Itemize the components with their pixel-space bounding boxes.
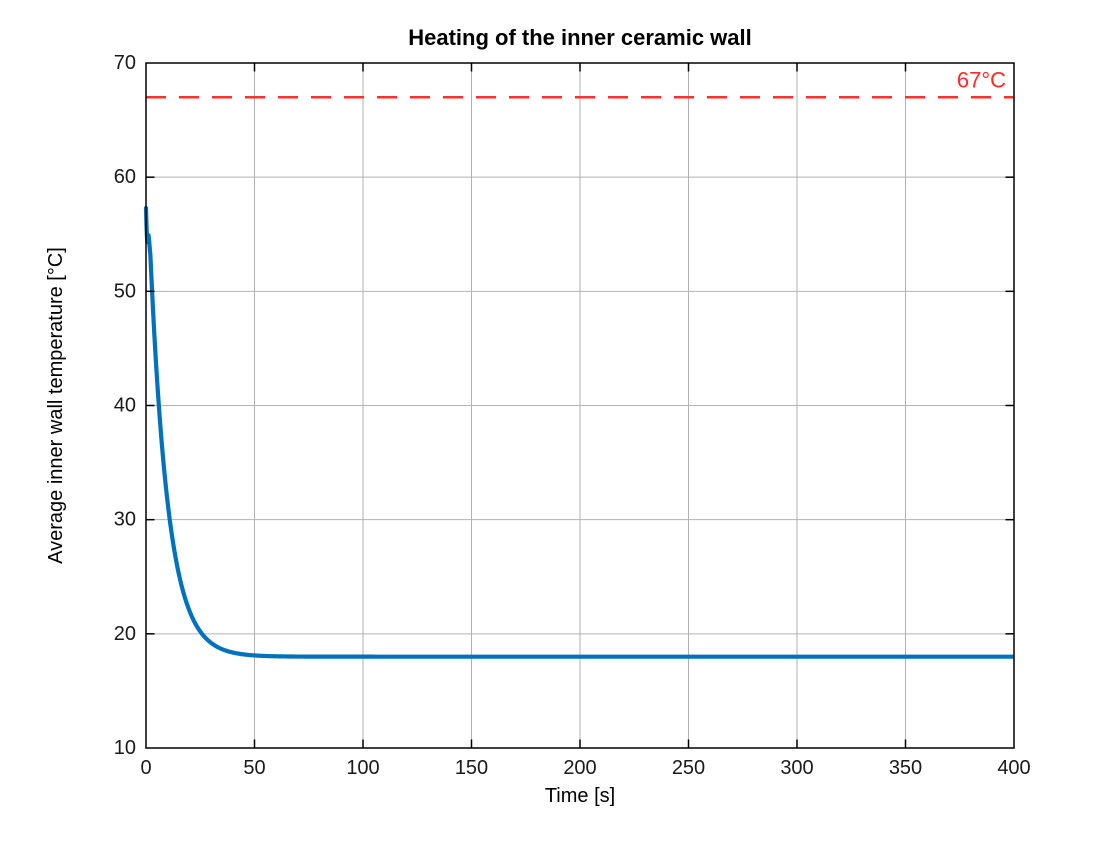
svg-text:250: 250 <box>672 757 705 779</box>
svg-text:60: 60 <box>114 166 136 188</box>
svg-text:100: 100 <box>346 757 379 779</box>
svg-text:10: 10 <box>114 737 136 759</box>
svg-text:50: 50 <box>243 757 265 779</box>
svg-text:300: 300 <box>780 757 813 779</box>
svg-text:400: 400 <box>997 757 1030 779</box>
svg-text:30: 30 <box>114 509 136 531</box>
svg-text:40: 40 <box>114 395 136 417</box>
svg-text:Heating of the inner ceramic w: Heating of the inner ceramic wall <box>408 25 752 50</box>
svg-text:67°C: 67°C <box>957 68 1006 93</box>
svg-text:50: 50 <box>114 280 136 302</box>
svg-text:200: 200 <box>563 757 596 779</box>
svg-text:70: 70 <box>114 52 136 74</box>
svg-text:20: 20 <box>114 623 136 645</box>
svg-text:0: 0 <box>140 757 151 779</box>
svg-text:350: 350 <box>889 757 922 779</box>
svg-text:Time [s]: Time [s] <box>545 785 615 807</box>
svg-text:150: 150 <box>455 757 488 779</box>
svg-text:Average inner wall temperature: Average inner wall temperature [°C] <box>45 247 67 564</box>
